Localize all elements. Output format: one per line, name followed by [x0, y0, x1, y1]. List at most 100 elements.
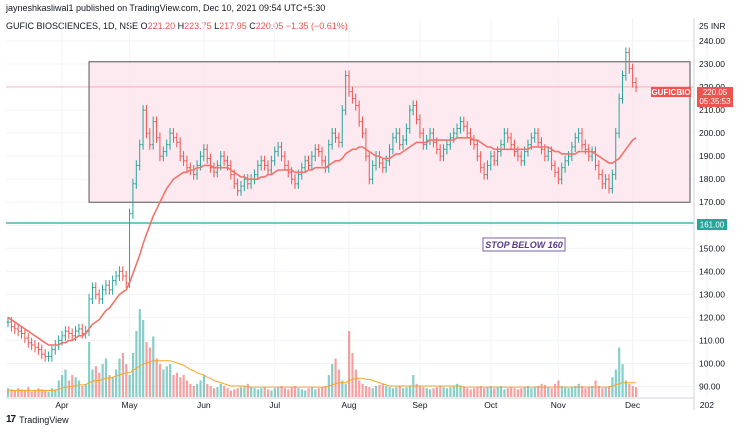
footer: 17 TradingView	[6, 414, 69, 425]
volume-bar	[23, 390, 27, 397]
volume-bar	[408, 386, 411, 397]
price-bar	[303, 155, 307, 173]
price-bar	[600, 169, 604, 189]
volume-bar	[185, 380, 189, 397]
volume-bar	[243, 386, 246, 397]
price-bar	[421, 128, 425, 150]
volume-bar	[179, 377, 182, 397]
price-bar	[587, 144, 591, 162]
time-tick-label: Jul	[269, 400, 280, 410]
low-key: L	[214, 21, 220, 31]
volume-bar	[456, 383, 459, 397]
volume-bar	[40, 389, 43, 397]
price-bar	[63, 326, 67, 341]
price-bar	[536, 128, 540, 148]
volume-bar	[479, 386, 482, 397]
volume-bar	[489, 386, 493, 397]
price-bar	[482, 162, 486, 180]
price-bar	[445, 139, 449, 155]
volume-bar	[415, 383, 418, 397]
volume-bar	[466, 388, 469, 397]
price-bar	[121, 266, 125, 282]
price-bar	[185, 155, 189, 173]
volume-bar	[81, 386, 84, 397]
price-bar	[111, 275, 115, 295]
volume-bar	[472, 388, 476, 397]
price-bar	[151, 116, 155, 150]
volume-bar	[135, 331, 138, 397]
annotation-box[interactable]: STOP BELOW 160	[482, 237, 566, 252]
price-bar	[485, 160, 489, 180]
volume-bar	[317, 388, 320, 397]
price-tag-value: 220.05	[703, 88, 728, 97]
volume-bar	[591, 386, 594, 397]
price-bar	[553, 160, 557, 178]
price-tick-label: 170.00	[699, 197, 725, 207]
price-tick-label: 230.00	[699, 59, 725, 69]
volume-bar	[388, 387, 391, 397]
price-bar	[604, 174, 608, 189]
price-bar	[506, 128, 510, 143]
price-bar	[624, 47, 628, 81]
volume-bar	[125, 364, 128, 397]
volume-bar	[621, 364, 624, 397]
volume-bar	[266, 389, 270, 397]
price-bar	[502, 128, 506, 150]
volume-bar	[358, 380, 361, 397]
volume-bar	[341, 380, 344, 397]
price-bar	[239, 181, 243, 196]
price-bar	[418, 114, 422, 139]
price-bar	[144, 105, 148, 139]
ticker-tag: GUFICBIO	[651, 88, 690, 97]
volume-bar	[145, 342, 148, 397]
volume-bar	[212, 388, 216, 397]
volume-bar	[526, 386, 530, 397]
price-tick-label: 240.00	[699, 36, 725, 46]
footer-logo-text: TradingView	[19, 414, 69, 425]
volume-bar	[351, 353, 354, 397]
volume-bar	[209, 386, 212, 397]
price-bar	[404, 123, 408, 146]
volume-bar	[98, 372, 101, 397]
price-bar	[573, 132, 577, 153]
volume-bar	[297, 388, 300, 397]
price-bar	[20, 326, 24, 339]
volume-bar	[543, 384, 547, 397]
volume-bar	[196, 383, 199, 397]
volume-bar	[199, 380, 202, 397]
time-tick-label: Aug	[341, 400, 356, 410]
price-bar	[182, 151, 186, 166]
volume-bar	[324, 386, 327, 397]
volume-bar	[331, 364, 334, 397]
volume-bar	[533, 387, 536, 397]
price-tick-label: 100.00	[699, 358, 725, 368]
price-bar	[263, 155, 267, 171]
time-axis[interactable]: Apr May Jun Jul Aug Sep Oct Nov Dec 202	[6, 397, 714, 410]
price-bar	[367, 151, 371, 185]
price-bar	[371, 160, 375, 185]
price-bar	[165, 139, 169, 157]
volume-bar	[148, 347, 152, 397]
symbol-legend: GUFIC BIOSCIENCES, 1D, NSE O221.20 H223.…	[6, 21, 348, 31]
volume-bar	[483, 388, 486, 397]
time-tick-label: Jun	[197, 400, 211, 410]
price-bar	[408, 105, 412, 134]
price-bar	[577, 128, 581, 143]
volume-bar	[118, 358, 121, 397]
volume-bar	[418, 386, 422, 397]
change-value: −1.35 (−0.61%)	[285, 21, 348, 31]
time-tick-label: Apr	[55, 400, 68, 410]
price-bar	[23, 328, 27, 344]
volume-bar	[587, 387, 590, 397]
volume-bar	[611, 377, 614, 397]
volume-bar	[182, 375, 185, 397]
volume-bar	[635, 387, 638, 397]
price-bar	[550, 146, 554, 171]
volume-bar	[631, 386, 634, 397]
price-axis[interactable]: 240.00230.00220.00210.00200.00190.00180.…	[693, 18, 725, 410]
price-bar	[357, 100, 361, 127]
volume-bar	[152, 336, 155, 397]
price-bar	[171, 128, 175, 143]
price-bar	[104, 280, 108, 295]
